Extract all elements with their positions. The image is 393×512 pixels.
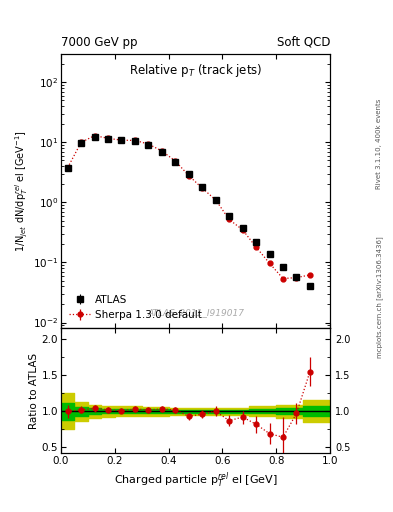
Text: 7000 GeV pp: 7000 GeV pp: [61, 36, 138, 49]
Text: mcplots.cern.ch [arXiv:1306.3436]: mcplots.cern.ch [arXiv:1306.3436]: [376, 236, 383, 358]
Text: ATLAS_2011_I919017: ATLAS_2011_I919017: [147, 308, 244, 317]
Text: Relative p$_T$ (track jets): Relative p$_T$ (track jets): [129, 62, 262, 79]
Y-axis label: 1/N$_{jet}$ dN/dp$_{T}^{rel}$ el [GeV$^{-1}$]: 1/N$_{jet}$ dN/dp$_{T}^{rel}$ el [GeV$^{…: [13, 130, 30, 252]
X-axis label: Charged particle p$_{T}^{rel}$ el [GeV]: Charged particle p$_{T}^{rel}$ el [GeV]: [114, 470, 277, 489]
Legend: ATLAS, Sherpa 1.3.0 default: ATLAS, Sherpa 1.3.0 default: [66, 292, 205, 323]
Text: Rivet 3.1.10, 400k events: Rivet 3.1.10, 400k events: [376, 98, 382, 188]
Y-axis label: Ratio to ATLAS: Ratio to ATLAS: [29, 353, 39, 429]
Text: Soft QCD: Soft QCD: [277, 36, 330, 49]
